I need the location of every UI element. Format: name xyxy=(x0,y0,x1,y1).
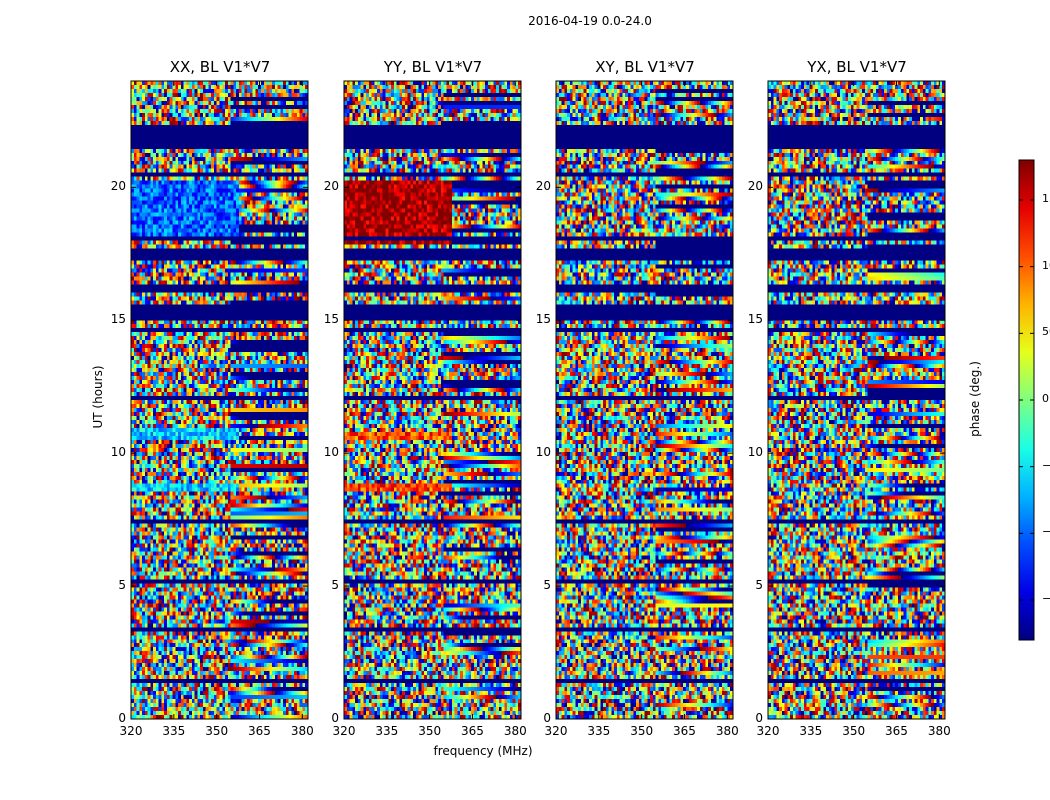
y-tick-label: 15 xyxy=(323,312,339,327)
x-tick-label: 365 xyxy=(885,724,908,738)
panel-title-xy: XY, BL V1*V7 xyxy=(595,58,695,76)
x-tick-label: 365 xyxy=(673,724,696,738)
y-tick-label: 0 xyxy=(543,711,551,725)
figure-title: 2016-04-19 0.0-24.0 xyxy=(528,14,652,28)
x-tick-label: 335 xyxy=(375,724,399,738)
panel-frame xyxy=(555,80,734,720)
y-tick-label: 15 xyxy=(747,312,763,327)
x-tick-label: 335 xyxy=(162,724,186,738)
x-tick-label: 350 xyxy=(418,724,442,738)
x-tick-label: 320 xyxy=(544,724,568,738)
panel-title-yx: YX, BL V1*V7 xyxy=(807,58,907,76)
y-axis-label: UT (hours) xyxy=(91,365,105,429)
y-tick-label: 5 xyxy=(755,578,763,593)
y-tick-label: 10 xyxy=(747,445,763,460)
x-tick-label: 320 xyxy=(756,724,780,738)
x-tick-label: 335 xyxy=(587,724,611,738)
colorbar-tick-label: 0 xyxy=(1042,392,1049,405)
x-axis-label: frequency (MHz) xyxy=(433,744,533,758)
colorbar-tick-label: −150 xyxy=(1042,592,1050,605)
panel-frame xyxy=(343,80,522,720)
y-tick-label: 10 xyxy=(323,445,339,460)
panel-frame xyxy=(130,80,309,720)
panel-title-xx: XX, BL V1*V7 xyxy=(169,58,271,76)
y-tick-label: 20 xyxy=(747,179,763,194)
y-tick-label: 20 xyxy=(110,179,126,194)
y-tick-label: 0 xyxy=(755,711,763,725)
x-tick-label: 320 xyxy=(332,724,356,738)
y-tick-label: 5 xyxy=(331,578,339,593)
colorbar-tick-label: 100 xyxy=(1042,258,1050,272)
heatmap-panel-2 xyxy=(344,81,521,719)
y-tick-label: 0 xyxy=(331,711,339,725)
heatmap-panel-3 xyxy=(556,81,733,719)
colorbar-tick-label: 50 xyxy=(1042,325,1050,339)
panel-title-yy: YY, BL V1*V7 xyxy=(383,58,483,76)
y-tick-label: 15 xyxy=(110,312,126,327)
y-tick-label: 5 xyxy=(118,578,126,593)
y-tick-label: 10 xyxy=(535,445,551,460)
x-tick-label: 365 xyxy=(248,724,271,738)
colorbar-tick-label: −100 xyxy=(1042,525,1050,539)
colorbar-tick-label: 150 xyxy=(1042,192,1050,205)
y-tick-label: 10 xyxy=(110,445,126,460)
x-tick-label: 380 xyxy=(715,724,739,738)
y-tick-label: 0 xyxy=(118,711,126,725)
x-tick-label: 320 xyxy=(119,724,143,738)
x-tick-label: 365 xyxy=(461,724,484,738)
y-tick-label: 20 xyxy=(535,179,551,194)
x-tick-label: 380 xyxy=(927,724,951,738)
x-tick-label: 350 xyxy=(842,724,866,738)
y-tick-label: 15 xyxy=(535,312,551,327)
heatmap-panel-1 xyxy=(131,81,308,719)
x-tick-label: 380 xyxy=(503,724,527,738)
x-tick-label: 335 xyxy=(799,724,823,738)
colorbar-tick-label: −50 xyxy=(1042,458,1050,472)
colorbar-label: phase (deg.) xyxy=(968,361,982,437)
y-tick-label: 20 xyxy=(323,179,339,194)
x-tick-label: 350 xyxy=(630,724,654,738)
panel-frame xyxy=(767,80,946,720)
y-tick-label: 5 xyxy=(543,578,551,593)
heatmap-panel-4 xyxy=(768,81,945,719)
x-tick-label: 350 xyxy=(205,724,229,738)
x-tick-label: 380 xyxy=(290,724,314,738)
